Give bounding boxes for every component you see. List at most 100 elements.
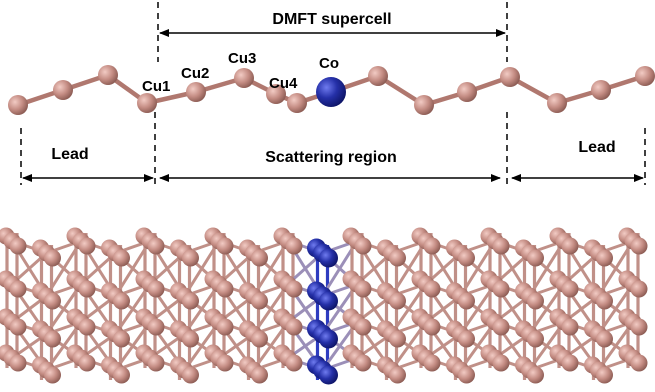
slab-copper-atom (285, 318, 303, 336)
slab-copper-atom (285, 280, 303, 298)
slab-copper-atom (78, 354, 96, 372)
slab-copper-atom (251, 292, 268, 310)
slab-copper-atom (354, 318, 372, 336)
copper-atom (266, 84, 286, 104)
slab-copper-atom (147, 280, 165, 298)
chain-atoms (8, 65, 655, 115)
slab-cobalt-atom (319, 248, 338, 268)
atomic-slab (0, 227, 648, 385)
slab-copper-atom (354, 354, 372, 372)
slab-copper-atom (630, 237, 648, 255)
slab-copper-atom (527, 330, 544, 348)
copper-atom (457, 82, 477, 102)
atomic-chain (8, 65, 655, 115)
dimension-arrows (22, 29, 644, 182)
slab-copper-atom (113, 249, 130, 267)
slab-cobalt-atom (319, 329, 338, 349)
slab-copper-atom (389, 292, 406, 310)
slab-copper-atom (78, 237, 96, 255)
slab-copper-atom (147, 318, 165, 336)
scattering-region-label: Scattering region (265, 149, 397, 166)
copper-atom (591, 80, 611, 100)
copper-atom (287, 93, 307, 113)
slab-copper-atom (182, 249, 199, 267)
slab-copper-atom (78, 280, 96, 298)
slab-copper-atom (251, 366, 268, 384)
slab-copper-atom (596, 330, 613, 348)
copper-atom (186, 82, 206, 102)
slab-copper-atom (216, 318, 234, 336)
atom-label-cu4: Cu4 (269, 75, 298, 92)
slab-copper-atom (216, 280, 234, 298)
slab-copper-atom (113, 292, 130, 310)
slab-copper-atom (285, 354, 303, 372)
slab-copper-atom (354, 237, 372, 255)
slab-copper-atom (182, 330, 199, 348)
slab-copper-atom (423, 280, 441, 298)
slab-copper-atom (492, 237, 510, 255)
slab-copper-atom (182, 366, 199, 384)
slab-copper-atom (9, 354, 27, 372)
slab-copper-atom (596, 366, 613, 384)
slab-atoms (0, 227, 648, 385)
slab-copper-atom (389, 249, 406, 267)
slab-copper-atom (561, 237, 579, 255)
slab-copper-atom (630, 280, 648, 298)
slab-copper-atom (492, 354, 510, 372)
slab-copper-atom (458, 366, 475, 384)
slab-copper-atom (561, 354, 579, 372)
cobalt-atom (316, 77, 346, 107)
slab-copper-atom (630, 318, 648, 336)
supercell-label: DMFT supercell (272, 11, 391, 28)
slab-copper-atom (354, 280, 372, 298)
slab-cobalt-atom (319, 365, 338, 385)
slab-copper-atom (458, 330, 475, 348)
slab-copper-atom (44, 292, 61, 310)
slab-copper-atom (9, 318, 27, 336)
slab-copper-atom (44, 330, 61, 348)
region-dividers (20, 2, 646, 185)
copper-atom (500, 67, 520, 87)
atom-label-cu3: Cu3 (228, 50, 256, 67)
slab-copper-atom (147, 354, 165, 372)
copper-atom (234, 68, 254, 88)
slab-copper-atom (9, 280, 27, 298)
slab-copper-atom (285, 237, 303, 255)
slab-copper-atom (423, 354, 441, 372)
slab-copper-atom (389, 330, 406, 348)
slab-copper-atom (423, 318, 441, 336)
copper-atom (414, 95, 434, 115)
atom-label-cu1: Cu1 (142, 78, 170, 95)
slab-copper-atom (216, 237, 234, 255)
slab-copper-atom (527, 292, 544, 310)
slab-copper-atom (251, 330, 268, 348)
slab-copper-atom (561, 318, 579, 336)
slab-copper-atom (182, 292, 199, 310)
slab-copper-atom (630, 354, 648, 372)
slab-copper-atom (458, 292, 475, 310)
slab-cobalt-atom (319, 291, 338, 311)
slab-copper-atom (113, 366, 130, 384)
atom-label-co: Co (319, 55, 339, 72)
slab-copper-atom (492, 280, 510, 298)
slab-copper-atom (492, 318, 510, 336)
slab-copper-atom (147, 237, 165, 255)
lead-right-label: Lead (578, 139, 615, 156)
slab-copper-atom (596, 292, 613, 310)
slab-copper-atom (561, 280, 579, 298)
atom-label-cu2: Cu2 (181, 65, 209, 82)
copper-atom (53, 80, 73, 100)
slab-copper-atom (458, 249, 475, 267)
copper-atom (8, 95, 28, 115)
slab-copper-atom (9, 237, 27, 255)
slab-copper-atom (216, 354, 234, 372)
copper-atom (635, 66, 655, 86)
slab-copper-atom (113, 330, 130, 348)
slab-copper-atom (44, 249, 61, 267)
slab-copper-atom (251, 249, 268, 267)
copper-atom (368, 66, 388, 86)
slab-copper-atom (527, 366, 544, 384)
copper-atom (98, 65, 118, 85)
slab-copper-atom (389, 366, 406, 384)
slab-copper-atom (44, 366, 61, 384)
